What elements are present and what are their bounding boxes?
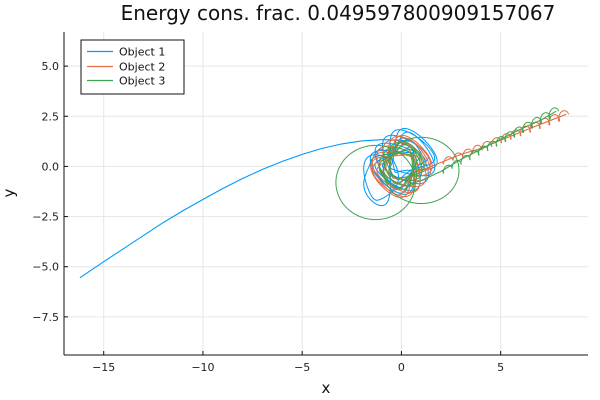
y-tick-label: −7.5 — [32, 311, 59, 324]
legend: Object 1 Object 2 Object 3 — [80, 39, 185, 95]
chart-title: Energy cons. frac. 0.049597800909157067 — [121, 1, 556, 25]
x-ticks: −15 −10 −5 0 5 — [92, 351, 504, 374]
trajectory-coil — [442, 107, 560, 175]
trajectory-line — [79, 139, 410, 279]
legend-label-object-1: Object 1 — [119, 46, 165, 59]
plot-area — [79, 107, 570, 279]
legend-label-object-3: Object 3 — [119, 75, 165, 88]
series-object-1 — [79, 128, 438, 279]
y-tick-label: 5.0 — [42, 60, 60, 73]
series-object-3 — [335, 107, 560, 221]
y-axis-label: y — [0, 188, 18, 197]
trajectory-line — [407, 113, 567, 177]
x-tick-label: 0 — [398, 361, 405, 374]
y-tick-label: 0.0 — [42, 160, 60, 173]
y-tick-label: −5.0 — [32, 261, 59, 274]
orbit-loop — [335, 144, 416, 221]
orbit-loop — [378, 141, 425, 190]
trajectory-line — [409, 110, 557, 186]
legend-label-object-2: Object 2 — [119, 61, 165, 74]
x-tick-label: −10 — [191, 361, 214, 374]
y-tick-label: 2.5 — [42, 110, 60, 123]
x-tick-label: 5 — [497, 361, 504, 374]
x-tick-label: −5 — [294, 361, 310, 374]
y-ticks: 5.0 2.5 0.0 −2.5 −5.0 −7.5 — [32, 60, 68, 324]
orbit-loop — [370, 134, 433, 198]
y-tick-label: −2.5 — [32, 211, 59, 224]
x-tick-label: −15 — [92, 361, 115, 374]
x-axis-label: x — [322, 379, 331, 397]
